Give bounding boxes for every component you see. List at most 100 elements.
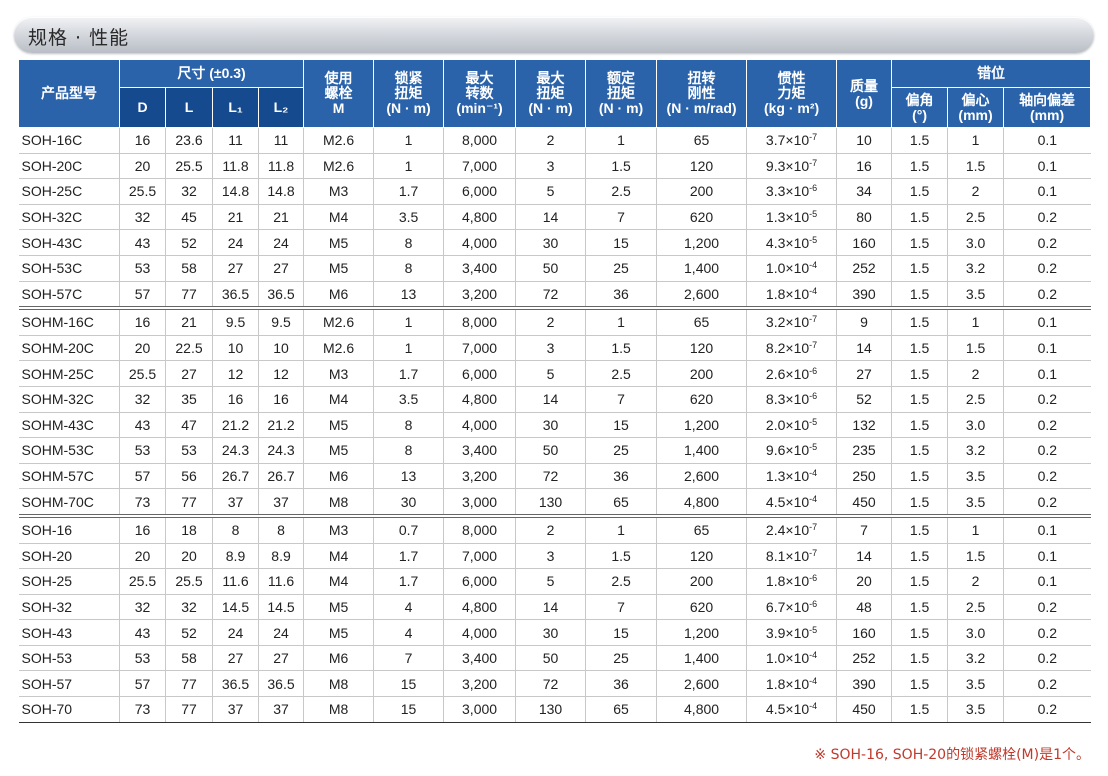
cell-angular: 1.5 <box>891 619 949 646</box>
cell-mass: 390 <box>836 670 893 698</box>
cell-model: SOH-20C <box>18 153 120 180</box>
table-row: SOH-20 20 20 8.9 8.9 M4 1.7 7,000 3 1.5 120 8.1×10-… <box>18 543 1091 570</box>
cell-d: 25.5 <box>119 360 166 387</box>
cell-model: SOH-20 <box>18 543 120 570</box>
cell-rated-torque: 1 <box>585 306 658 336</box>
cell-max-speed: 4,000 <box>443 619 517 646</box>
cell-parallel: 2 <box>947 360 1005 387</box>
table-row: SOH-16C 16 23.6 11 11 M2.6 1 8,000 2 1 65 3.7×10-7 1… <box>18 127 1091 154</box>
cell-clamp-torque: 0.7 <box>373 513 445 544</box>
cell-inertia: 4.5×10-4 <box>746 488 838 517</box>
cell-d: 16 <box>119 513 166 544</box>
cell-max-torque: 50 <box>515 437 587 464</box>
cell-axial: 0.2 <box>1003 670 1091 698</box>
table-row: SOH-25C 25.5 32 14.8 14.8 M3 1.7 6,000 5 2.5 200 3.… <box>18 178 1091 205</box>
cell-clamp-torque: 1 <box>373 127 445 154</box>
cell-torsional-stiffness: 200 <box>656 360 748 387</box>
cell-rated-torque: 15 <box>585 229 658 256</box>
cell-mass: 250 <box>836 463 893 490</box>
col-max-speed: 最大 转数 (min⁻¹) <box>443 59 517 128</box>
cell-d: 25.5 <box>119 178 166 205</box>
col-dim-l1: L₁ <box>212 87 259 128</box>
cell-model: SOHM-53C <box>18 437 120 464</box>
cell-rated-torque: 2.5 <box>585 178 658 205</box>
cell-clamp-torque: 3.5 <box>373 204 445 231</box>
cell-clamp-torque: 8 <box>373 437 445 464</box>
cell-l: 58 <box>165 645 213 672</box>
cell-axial: 0.2 <box>1003 463 1091 490</box>
cell-d: 43 <box>119 412 166 439</box>
cell-max-torque: 2 <box>515 127 587 154</box>
cell-parallel: 1 <box>947 127 1005 154</box>
cell-l1: 21.2 <box>212 412 259 439</box>
cell-parallel: 3.0 <box>947 412 1005 439</box>
cell-bolt: M6 <box>303 645 375 672</box>
cell-mass: 235 <box>836 437 893 464</box>
cell-inertia: 3.3×10-6 <box>746 178 838 205</box>
cell-bolt: M2.6 <box>303 335 375 362</box>
cell-angular: 1.5 <box>891 463 949 490</box>
cell-max-speed: 4,800 <box>443 204 517 231</box>
cell-l2: 8 <box>258 513 305 544</box>
cell-max-speed: 7,000 <box>443 543 517 570</box>
cell-l1: 8 <box>212 513 259 544</box>
cell-parallel: 3.0 <box>947 229 1005 256</box>
cell-parallel: 2.5 <box>947 594 1005 621</box>
cell-l: 22.5 <box>165 335 213 362</box>
cell-inertia: 2.6×10-6 <box>746 360 838 387</box>
cell-clamp-torque: 8 <box>373 255 445 282</box>
cell-model: SOH-32C <box>18 204 120 231</box>
cell-mass: 390 <box>836 281 893 309</box>
cell-axial: 0.2 <box>1003 204 1091 231</box>
cell-mass: 450 <box>836 488 893 517</box>
cell-mass: 34 <box>836 178 893 205</box>
table-row: SOH-57C 57 77 36.5 36.5 M6 13 3,200 72 36 2,600 1.8… <box>18 281 1091 309</box>
cell-rated-torque: 36 <box>585 463 658 490</box>
cell-bolt: M4 <box>303 386 375 413</box>
cell-inertia: 8.1×10-7 <box>746 543 838 570</box>
cell-d: 20 <box>119 153 166 180</box>
table-row: SOH-43C 43 52 24 24 M5 8 4,000 30 15 1,200 4.3×10-5… <box>18 229 1091 256</box>
cell-d: 57 <box>119 670 166 698</box>
cell-l: 25.5 <box>165 153 213 180</box>
cell-parallel: 3.2 <box>947 255 1005 282</box>
cell-bolt: M8 <box>303 670 375 698</box>
cell-torsional-stiffness: 120 <box>656 543 748 570</box>
cell-rated-torque: 65 <box>585 488 658 517</box>
cell-l2: 9.5 <box>258 306 305 336</box>
cell-l2: 24.3 <box>258 437 305 464</box>
cell-clamp-torque: 3.5 <box>373 386 445 413</box>
cell-torsional-stiffness: 65 <box>656 127 748 154</box>
table-row: SOHM-57C 57 56 26.7 26.7 M6 13 3,200 72 36 2,600 1.… <box>18 463 1091 490</box>
cell-l1: 37 <box>212 488 259 517</box>
cell-axial: 0.1 <box>1003 543 1091 570</box>
cell-angular: 1.5 <box>891 204 949 231</box>
cell-rated-torque: 2.5 <box>585 568 658 595</box>
cell-l: 77 <box>165 670 213 698</box>
cell-torsional-stiffness: 2,600 <box>656 281 748 309</box>
cell-model: SOHM-16C <box>18 306 120 336</box>
cell-angular: 1.5 <box>891 437 949 464</box>
cell-parallel: 1 <box>947 513 1005 544</box>
cell-bolt: M2.6 <box>303 127 375 154</box>
cell-l: 47 <box>165 412 213 439</box>
cell-torsional-stiffness: 65 <box>656 513 748 544</box>
table-row: SOH-32C 32 45 21 21 M4 3.5 4,800 14 7 620 1.3×10-5 8… <box>18 204 1091 231</box>
cell-rated-torque: 7 <box>585 204 658 231</box>
cell-torsional-stiffness: 120 <box>656 153 748 180</box>
cell-max-speed: 6,000 <box>443 178 517 205</box>
col-torsional-stiffness: 扭转 刚性 (N · m/rad) <box>656 59 748 128</box>
col-misalignment-group: 错位 <box>891 59 1092 88</box>
cell-rated-torque: 1 <box>585 127 658 154</box>
cell-max-torque: 30 <box>515 412 587 439</box>
cell-l1: 24 <box>212 619 259 646</box>
table-row: SOH-20C 20 25.5 11.8 11.8 M2.6 1 7,000 3 1.5 120 9.… <box>18 153 1091 180</box>
cell-axial: 0.2 <box>1003 488 1091 517</box>
cell-max-speed: 3,200 <box>443 670 517 698</box>
cell-l2: 24 <box>258 229 305 256</box>
cell-parallel: 3.5 <box>947 281 1005 309</box>
cell-l: 35 <box>165 386 213 413</box>
cell-max-torque: 3 <box>515 335 587 362</box>
table-row: SOH-43 43 52 24 24 M5 4 4,000 30 15 1,200 3.9×10-5 1… <box>18 619 1091 646</box>
cell-torsional-stiffness: 1,200 <box>656 619 748 646</box>
